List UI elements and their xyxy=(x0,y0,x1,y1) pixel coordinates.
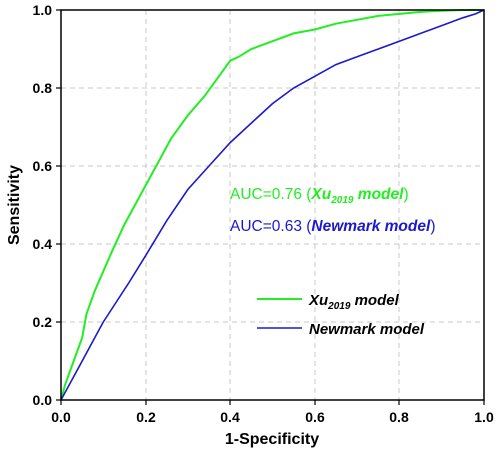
legend: Xu2019 model Newmark model xyxy=(257,292,425,338)
y-axis-title: Sensitivity xyxy=(6,165,23,245)
x-tick-label: 0.0 xyxy=(51,409,71,425)
series-line-newmark xyxy=(60,9,485,401)
y-tick-label: 0.2 xyxy=(33,314,53,330)
y-tick-labels: 0.0 0.2 0.4 0.6 0.8 1.0 xyxy=(33,2,53,408)
auc-annotation-xu2019: AUC=0.76 (Xu2019 model) xyxy=(230,186,409,206)
x-tick-labels: 0.0 0.2 0.4 0.6 0.8 1.0 xyxy=(51,409,494,425)
series-lines xyxy=(60,9,485,401)
series-line-xu2019 xyxy=(60,9,484,401)
x-tick-label: 1.0 xyxy=(474,409,494,425)
axis-ticks xyxy=(56,9,485,405)
y-tick-label: 0.4 xyxy=(33,236,53,252)
auc-annotation-newmark: AUC=0.63 (Newmark model) xyxy=(230,218,435,235)
grid-lines xyxy=(61,10,484,400)
x-tick-label: 0.6 xyxy=(305,409,325,425)
legend-label-newmark: Newmark model xyxy=(309,321,425,338)
x-axis-title: 1-Specificity xyxy=(225,431,319,448)
x-tick-label: 0.4 xyxy=(220,409,240,425)
y-tick-label: 0.0 xyxy=(33,392,53,408)
auc-annotations: AUC=0.76 (Xu2019 model) AUC=0.63 (Newmar… xyxy=(230,186,435,235)
x-tick-label: 0.2 xyxy=(136,409,156,425)
x-tick-label: 0.8 xyxy=(389,409,409,425)
y-tick-label: 1.0 xyxy=(33,2,53,18)
y-tick-label: 0.6 xyxy=(33,158,53,174)
plot-frame xyxy=(60,9,485,401)
y-tick-label: 0.8 xyxy=(33,80,53,96)
legend-label-xu2019: Xu2019 model xyxy=(308,292,400,312)
